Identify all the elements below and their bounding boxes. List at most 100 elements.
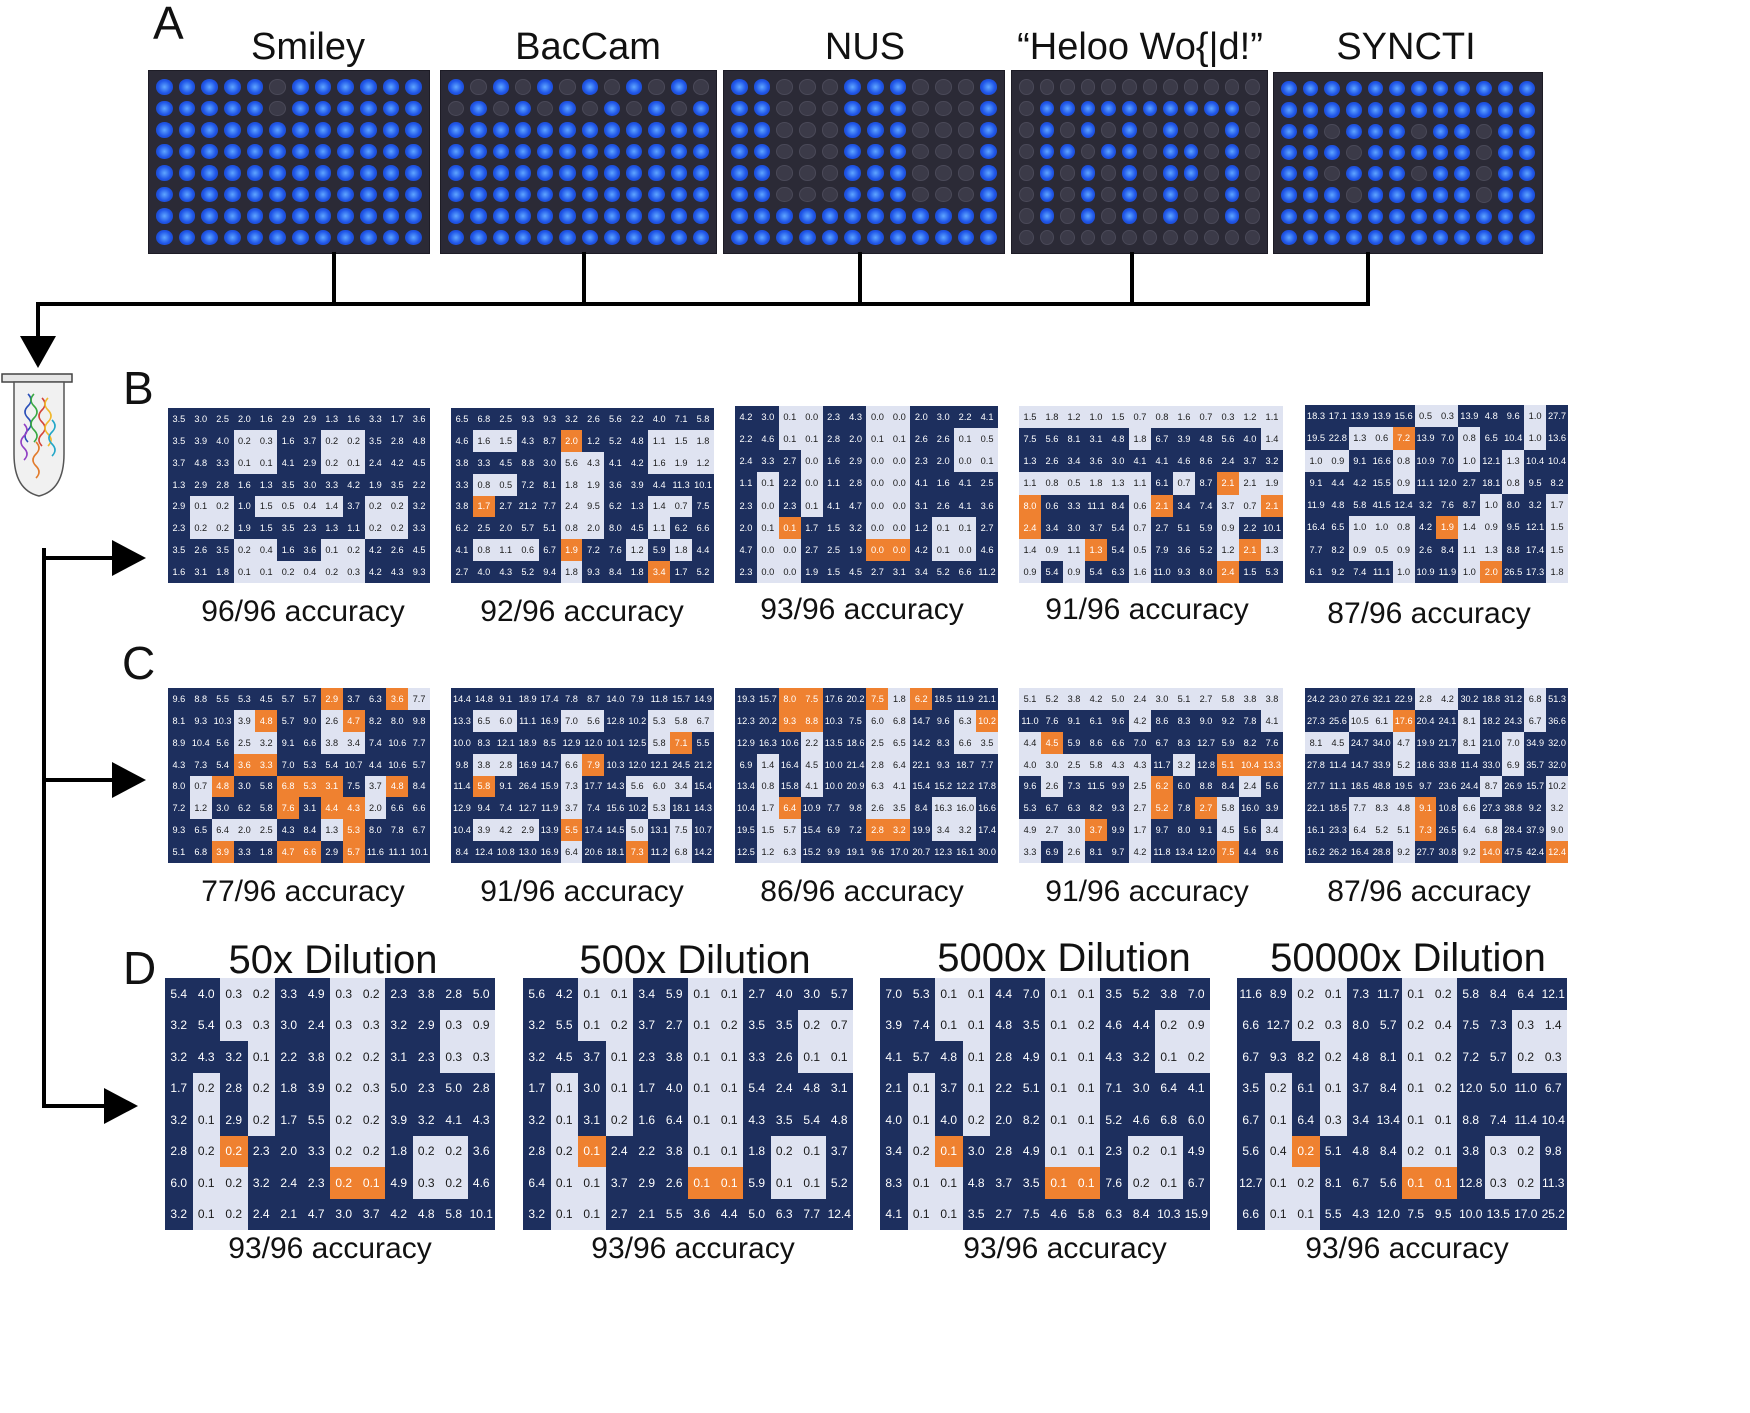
heatmap-cell: 0.1 [1045, 1072, 1073, 1104]
heatmap-cell: 23.0 [1326, 688, 1349, 710]
heatmap-cell: 6.5 [1480, 427, 1503, 450]
heatmap-cell: 0.2 [357, 1135, 385, 1167]
heatmap-cell: 3.7 [1239, 450, 1261, 473]
heatmap-cell: 18.2 [1480, 709, 1503, 732]
heatmap-cell: 27.8 [1305, 753, 1327, 776]
heatmap-cell: 16.9 [538, 841, 561, 863]
heatmap-cell-error: 3.2 [888, 819, 911, 842]
heatmap-cell: 33.9 [1370, 753, 1393, 776]
heatmap-cell: 1.3 [1019, 450, 1041, 473]
heatmap-cell: 1.8 [1129, 428, 1151, 451]
heatmap-cell: 0.2 [220, 1167, 248, 1199]
heatmap-cell: 3.7 [1347, 1072, 1375, 1104]
heatmap-cell: 24.7 [1348, 731, 1371, 754]
heatmap-cell: 9.5 [582, 495, 605, 518]
well-dark [821, 165, 839, 181]
heatmap-cell: 8.8 [1457, 1104, 1485, 1136]
heatmap-cell: 9.7 [1414, 775, 1437, 798]
well-fluorescent [753, 100, 771, 116]
heatmap-cell: 10.0 [822, 775, 845, 798]
heatmap-cell: 15.5 [1370, 471, 1393, 494]
heatmap-cell: 10.8 [1436, 797, 1459, 820]
heatmap-cell: 1.2 [692, 451, 714, 474]
well-fluorescent [382, 229, 400, 245]
heatmap-cell: 0.2 [1127, 1167, 1155, 1199]
heatmap-cell: 3.4 [1261, 819, 1283, 842]
well-dark [269, 79, 286, 95]
heatmap-cell: 1.1 [342, 517, 365, 540]
heatmap-cell: 3.5 [168, 429, 190, 452]
heatmap-cell: 6.4 [211, 819, 234, 842]
heatmap-cell: 4.0 [770, 978, 798, 1010]
heatmap-cell: 4.2 [910, 538, 933, 561]
heatmap-cell: 4.5 [1326, 731, 1349, 754]
well-fluorescent [1475, 102, 1492, 118]
heatmap-cell-error: 3.7 [1085, 819, 1107, 842]
heatmap-cell: 3.5 [1237, 1072, 1265, 1104]
heatmap-cell: 4.1 [1261, 709, 1283, 732]
heatmap-cell: 6.2 [604, 495, 627, 518]
heatmap-cell: 0.1 [1072, 978, 1100, 1010]
heatmap-cell: 5.4 [1107, 516, 1129, 539]
heatmap-cell: 4.8 [1347, 1041, 1375, 1073]
heatmap-cell: 17.3 [1524, 560, 1547, 583]
well-fluorescent [178, 208, 196, 224]
heatmap-cell: 27.6 [1348, 688, 1371, 710]
heatmap-cell: 1.1 [822, 472, 845, 495]
heatmap-cell: 9.8 [844, 797, 867, 820]
heatmap-cell: 11.1 [386, 841, 409, 863]
heatmap-cell: 11.8 [648, 688, 671, 710]
heatmap-cell: 10.1 [692, 473, 714, 496]
well-fluorescent [514, 100, 531, 116]
heatmap-cell: 13.1 [648, 819, 671, 842]
heatmap-cell: 5.0 [467, 978, 495, 1010]
heatmap-cell: 11.4 [451, 775, 473, 798]
well-fluorescent [753, 79, 771, 95]
well-dark [1101, 186, 1116, 202]
heatmap-cell: 1.1 [648, 517, 671, 540]
heatmap-cell: 2.9 [320, 841, 343, 863]
well-fluorescent [246, 79, 264, 95]
heatmap-cell: 2.0 [233, 819, 256, 842]
heatmap-cell: 5.6 [626, 775, 649, 798]
heatmap-cell: 12.5 [735, 841, 757, 863]
heatmap-cell: 2.2 [778, 472, 801, 495]
heatmap-cell: 0.3 [1436, 405, 1459, 428]
heatmap-cell: 38.8 [1502, 797, 1525, 820]
heatmap-cell: 2.8 [990, 1041, 1018, 1073]
well-fluorescent [1039, 208, 1055, 224]
heatmap-cell: 19.5 [1392, 775, 1415, 798]
heatmap-cell: 41.5 [1370, 494, 1393, 517]
well-dark [1475, 123, 1492, 139]
heatmap-cell: 0.0 [888, 494, 911, 517]
well-dark [934, 186, 952, 202]
heatmap-cell: 6.4 [560, 841, 583, 863]
heatmap-cell: 14.9 [692, 688, 714, 710]
well-dark [1345, 144, 1362, 160]
well-fluorescent [581, 165, 598, 181]
well-dark [776, 79, 793, 95]
heatmap-cell: 2.2 [408, 473, 430, 496]
heatmap-cell: 20.6 [582, 841, 605, 863]
heatmap-cell: 5.7 [277, 688, 299, 710]
well-fluorescent [405, 208, 422, 224]
heatmap-cell: 5.2 [1392, 753, 1415, 776]
well-fluorescent [980, 79, 997, 95]
well-fluorescent [559, 122, 576, 138]
well-fluorescent [1281, 123, 1297, 139]
heatmap-cell: 12.9 [451, 797, 473, 820]
heatmap-cell: 0.7 [189, 775, 212, 798]
well-fluorescent [269, 143, 286, 159]
heatmap-cell: 2.1 [880, 1072, 908, 1104]
heatmap-cell: 0.1 [1319, 1072, 1347, 1104]
heatmap-cell: 26.2 [1326, 841, 1349, 863]
heatmap-cell: 22.1 [1305, 797, 1327, 820]
heatmap-cell: 0.2 [1155, 1009, 1183, 1041]
well-fluorescent [753, 143, 771, 159]
well-dark [957, 79, 975, 95]
well-fluorescent [670, 79, 687, 95]
heatmap-cell: 3.6 [1173, 538, 1195, 561]
heatmap-cell: 2.9 [299, 451, 321, 474]
well-fluorescent [692, 100, 709, 116]
heatmap-cell: 0.1 [962, 1009, 990, 1041]
